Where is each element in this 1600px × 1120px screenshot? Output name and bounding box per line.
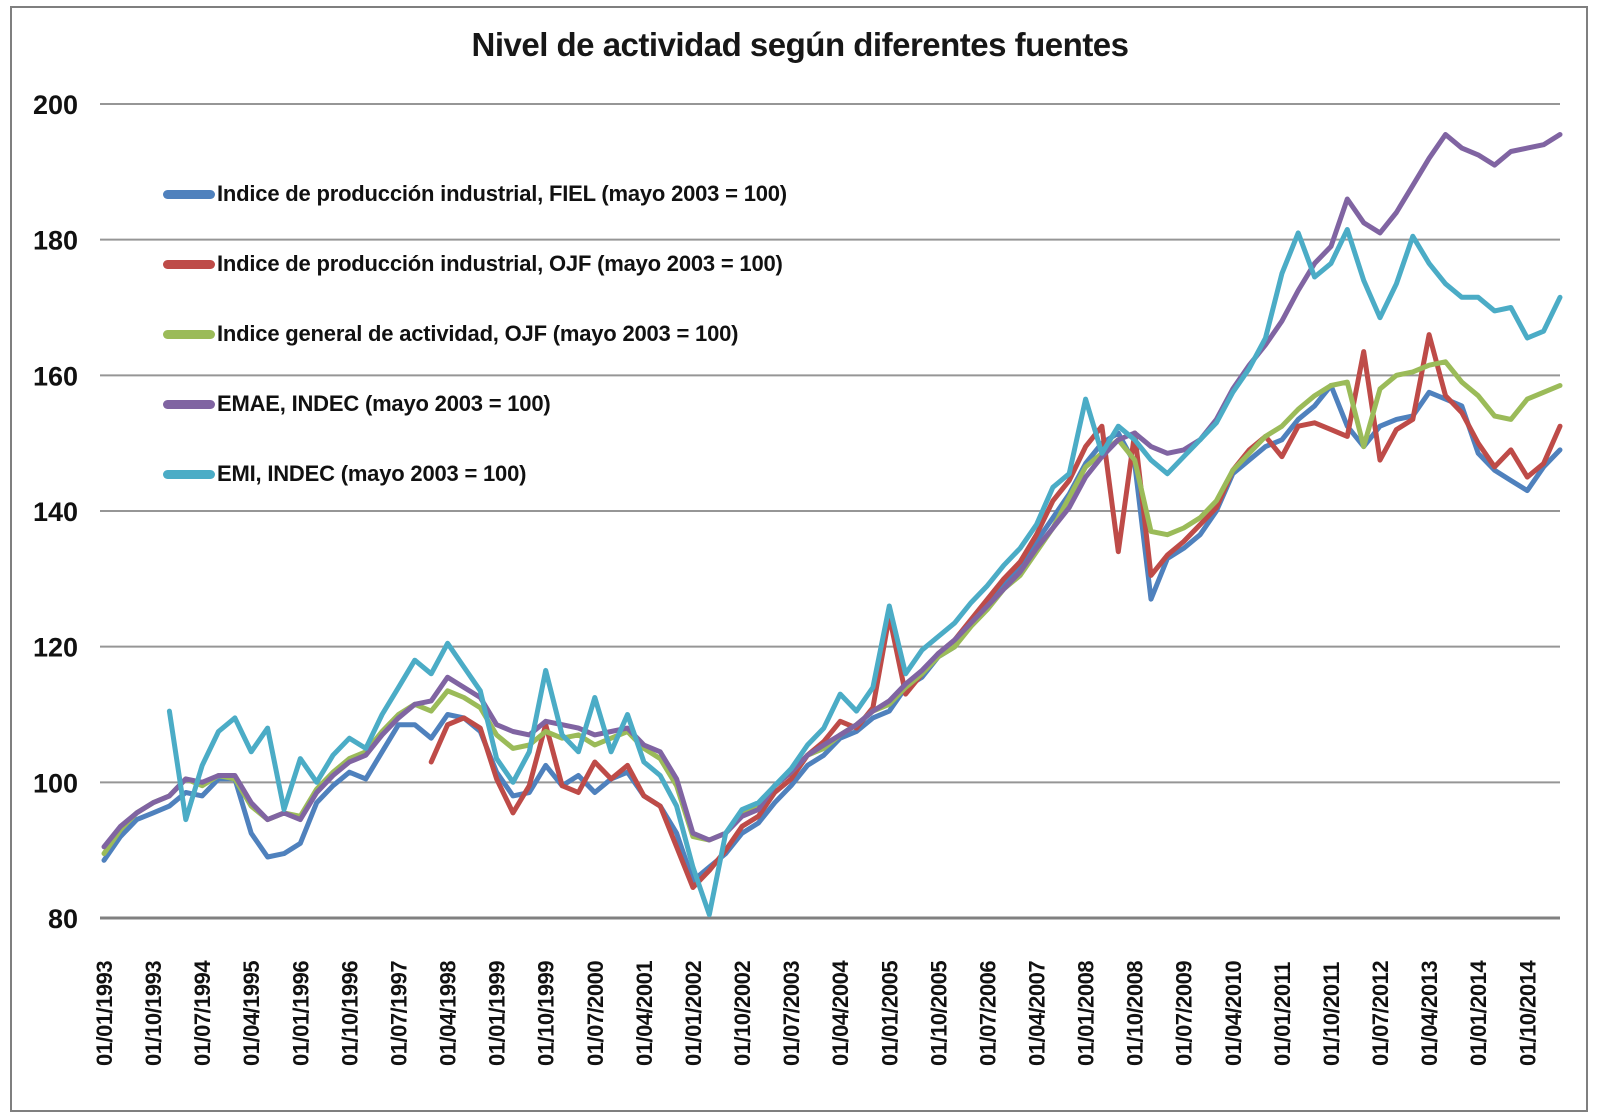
series-line-indice-de-producci-n-industrial [428, 332, 1563, 890]
x-tick-label: 01/04/2007 [1024, 961, 1049, 1066]
legend-item: Indice de producción industrial, OJF (ma… [163, 229, 787, 299]
y-tick-label: 160 [33, 361, 78, 391]
x-tick-label: 01/07/2000 [583, 961, 608, 1066]
x-tick-label: 01/07/2003 [779, 961, 804, 1066]
legend-item: EMI, INDEC (mayo 2003 = 100) [163, 439, 787, 509]
x-tick-label: 01/10/2005 [926, 961, 951, 1066]
x-tick-label: 01/07/2009 [1172, 961, 1197, 1066]
y-tick-label: 80 [48, 904, 78, 934]
x-tick-label: 01/07/2006 [975, 961, 1000, 1066]
x-tick-label: 01/01/2005 [877, 961, 902, 1066]
x-tick-label: 01/04/1998 [436, 961, 461, 1066]
x-tick-label: 01/07/2012 [1368, 961, 1393, 1066]
legend-item-label: Indice de producción industrial, OJF (ma… [217, 251, 783, 276]
legend-item: EMAE, INDEC (mayo 2003 = 100) [163, 369, 787, 439]
legend-item-label: EMI, INDEC (mayo 2003 = 100) [217, 461, 527, 486]
legend-line-swatch [163, 189, 215, 199]
series-line-indice-de-producci-n-industrial [101, 383, 1563, 884]
x-tick-label: 01/04/2010 [1221, 961, 1246, 1066]
legend-line-swatch [163, 399, 215, 409]
x-tick-label: 01/10/1993 [141, 961, 166, 1066]
x-tick-label: 01/01/1999 [485, 961, 510, 1066]
y-tick-label: 100 [33, 768, 78, 798]
x-tick-label: 01/01/2014 [1466, 960, 1491, 1066]
x-tick-label: 01/07/1994 [190, 960, 215, 1066]
x-tick-label: 01/10/2011 [1319, 962, 1344, 1066]
x-tick-label: 01/01/2011 [1270, 962, 1295, 1066]
x-tick-label: 01/10/2002 [730, 961, 755, 1066]
legend-line-swatch [163, 259, 215, 269]
y-tick-label: 200 [33, 90, 78, 120]
y-tick-label: 140 [33, 497, 78, 527]
x-tick-label: 01/04/2001 [632, 961, 657, 1066]
legend-item-label: Indice de producción industrial, FIEL (m… [217, 181, 787, 206]
y-tick-label: 120 [33, 633, 78, 663]
legend-item: Indice de producción industrial, FIEL (m… [163, 159, 787, 229]
x-tick-label: 01/01/1993 [92, 961, 117, 1066]
x-tick-label: 01/04/2004 [828, 960, 853, 1066]
x-tick-label: 01/10/1999 [534, 961, 559, 1066]
x-tick-label: 01/04/1995 [239, 961, 264, 1066]
legend-item-label: EMAE, INDEC (mayo 2003 = 100) [217, 391, 551, 416]
legend-item: Indice general de actividad, OJF (mayo 2… [163, 299, 787, 369]
chart-title: Nivel de actividad según diferentes fuen… [471, 26, 1129, 63]
legend-item-label: Indice general de actividad, OJF (mayo 2… [217, 321, 739, 346]
legend-line-swatch [163, 329, 215, 339]
x-tick-label: 01/10/2008 [1123, 961, 1148, 1066]
legend-line-swatch [163, 469, 215, 479]
chart-legend: Indice de producción industrial, FIEL (m… [163, 159, 787, 509]
chart-border-frame [10, 6, 1588, 1112]
x-tick-label: 01/10/1996 [337, 961, 362, 1066]
series-line-emi [166, 227, 1563, 918]
x-tick-label: 01/01/2002 [681, 961, 706, 1066]
series-line-emae [101, 132, 1563, 850]
x-tick-label: 01/04/2013 [1417, 961, 1442, 1066]
y-tick-label: 180 [33, 226, 78, 256]
x-tick-label: 01/01/2008 [1074, 961, 1099, 1066]
x-tick-label: 01/07/1997 [386, 961, 411, 1066]
x-tick-label: 01/10/2014 [1515, 960, 1540, 1066]
x-tick-label: 01/01/1996 [288, 961, 313, 1066]
